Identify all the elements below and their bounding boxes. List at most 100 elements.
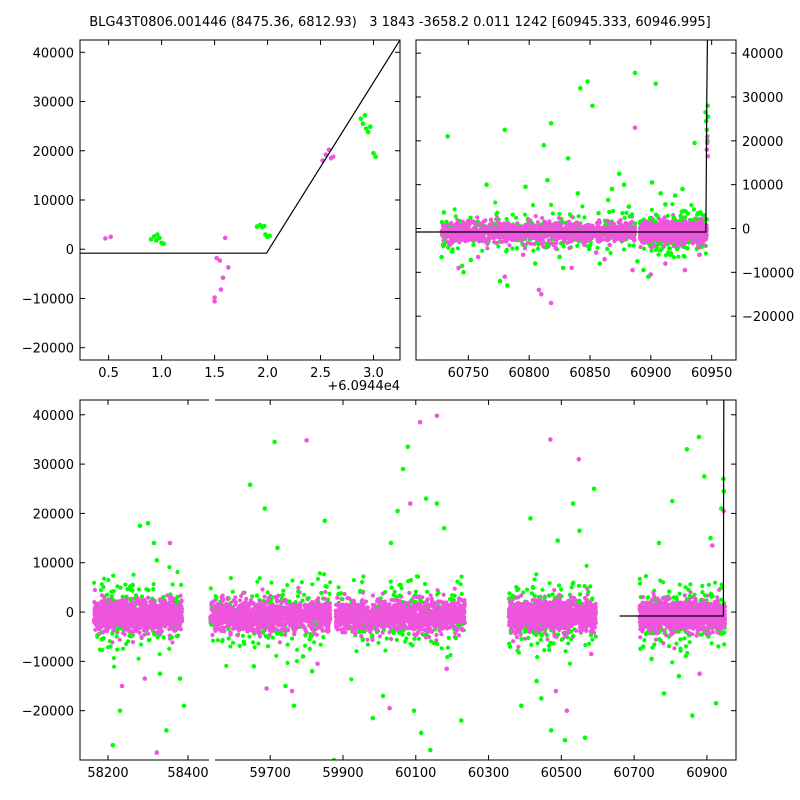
x-tick-label: 1.5 xyxy=(204,366,225,381)
data-point xyxy=(696,229,701,234)
data-point xyxy=(654,225,659,230)
data-point xyxy=(115,647,120,652)
data-point xyxy=(130,640,135,645)
data-point xyxy=(169,626,175,631)
data-point xyxy=(595,238,600,243)
data-point xyxy=(124,597,129,602)
y-tick-label: 10000 xyxy=(742,179,783,194)
data-point xyxy=(654,233,659,238)
data-point xyxy=(622,247,627,252)
data-point xyxy=(108,234,113,240)
data-point xyxy=(558,227,563,232)
plot-area xyxy=(416,40,711,306)
data-point xyxy=(606,220,612,225)
data-point xyxy=(455,246,460,251)
data-point xyxy=(654,238,659,243)
data-point xyxy=(672,235,677,240)
data-point xyxy=(108,597,113,603)
data-point xyxy=(270,635,275,640)
data-point xyxy=(559,235,565,240)
data-point xyxy=(557,254,562,260)
data-point xyxy=(482,236,487,241)
data-point xyxy=(179,613,184,618)
data-point xyxy=(137,622,142,627)
data-point xyxy=(441,223,446,228)
data-point xyxy=(156,625,161,630)
data-point xyxy=(169,598,174,603)
data-point xyxy=(296,589,301,594)
data-point xyxy=(157,652,162,657)
data-point xyxy=(363,126,369,131)
data-point xyxy=(296,585,301,590)
data-point xyxy=(649,245,654,250)
data-point xyxy=(490,234,495,239)
data-point xyxy=(262,594,267,599)
data-point xyxy=(117,637,122,642)
data-point xyxy=(547,222,552,227)
data-point xyxy=(608,226,613,231)
data-point xyxy=(603,227,608,232)
data-point xyxy=(136,587,141,592)
data-point xyxy=(631,243,636,248)
data-point xyxy=(125,621,130,627)
data-point xyxy=(161,241,166,247)
data-point xyxy=(112,606,117,611)
data-point xyxy=(641,240,646,245)
data-point xyxy=(444,219,449,225)
data-point xyxy=(608,233,614,239)
data-point xyxy=(613,233,618,239)
data-point xyxy=(151,587,156,592)
data-point xyxy=(701,238,706,243)
x-tick-label: 2.0 xyxy=(257,366,278,381)
data-point xyxy=(660,234,665,239)
data-point xyxy=(255,579,260,584)
data-point xyxy=(161,635,166,640)
data-point xyxy=(533,214,538,219)
data-point xyxy=(515,226,520,231)
x-tick-label: 60850 xyxy=(569,366,610,381)
data-point xyxy=(685,211,691,216)
data-point xyxy=(106,625,111,631)
data-point xyxy=(614,224,619,229)
data-point xyxy=(567,237,572,242)
data-point xyxy=(605,233,610,238)
data-point xyxy=(605,197,611,203)
data-point xyxy=(596,211,601,216)
data-point xyxy=(612,237,617,242)
data-point xyxy=(653,247,659,252)
data-point xyxy=(484,182,489,187)
data-point xyxy=(240,633,246,639)
data-point xyxy=(499,233,504,238)
data-point xyxy=(119,598,125,603)
data-point xyxy=(120,646,126,651)
data-point xyxy=(552,234,557,239)
data-point xyxy=(681,241,686,246)
data-point xyxy=(630,267,635,273)
data-point xyxy=(165,603,170,609)
data-point xyxy=(692,140,697,146)
data-point xyxy=(658,248,663,253)
data-point xyxy=(265,644,271,649)
data-point xyxy=(493,221,498,226)
data-point xyxy=(461,270,466,275)
data-point xyxy=(99,606,104,611)
data-point xyxy=(502,274,508,280)
data-point xyxy=(497,278,503,284)
data-point xyxy=(92,580,97,585)
data-point xyxy=(179,582,184,588)
data-point xyxy=(330,154,336,159)
data-point xyxy=(166,618,172,623)
x-tick-label: 2.5 xyxy=(310,366,331,381)
data-point xyxy=(550,241,555,246)
x-tick-label: 0.5 xyxy=(98,366,119,381)
data-point xyxy=(220,275,226,281)
data-point xyxy=(456,265,461,271)
data-point xyxy=(561,244,566,249)
data-point xyxy=(553,245,559,251)
data-point xyxy=(226,265,231,270)
data-point xyxy=(550,211,555,216)
data-point xyxy=(161,606,166,611)
y-tick-label: 0 xyxy=(742,222,750,237)
figure-title: BLG43T0806.001446 (8475.36, 6812.93) 3 1… xyxy=(89,15,711,30)
data-point xyxy=(650,234,655,239)
